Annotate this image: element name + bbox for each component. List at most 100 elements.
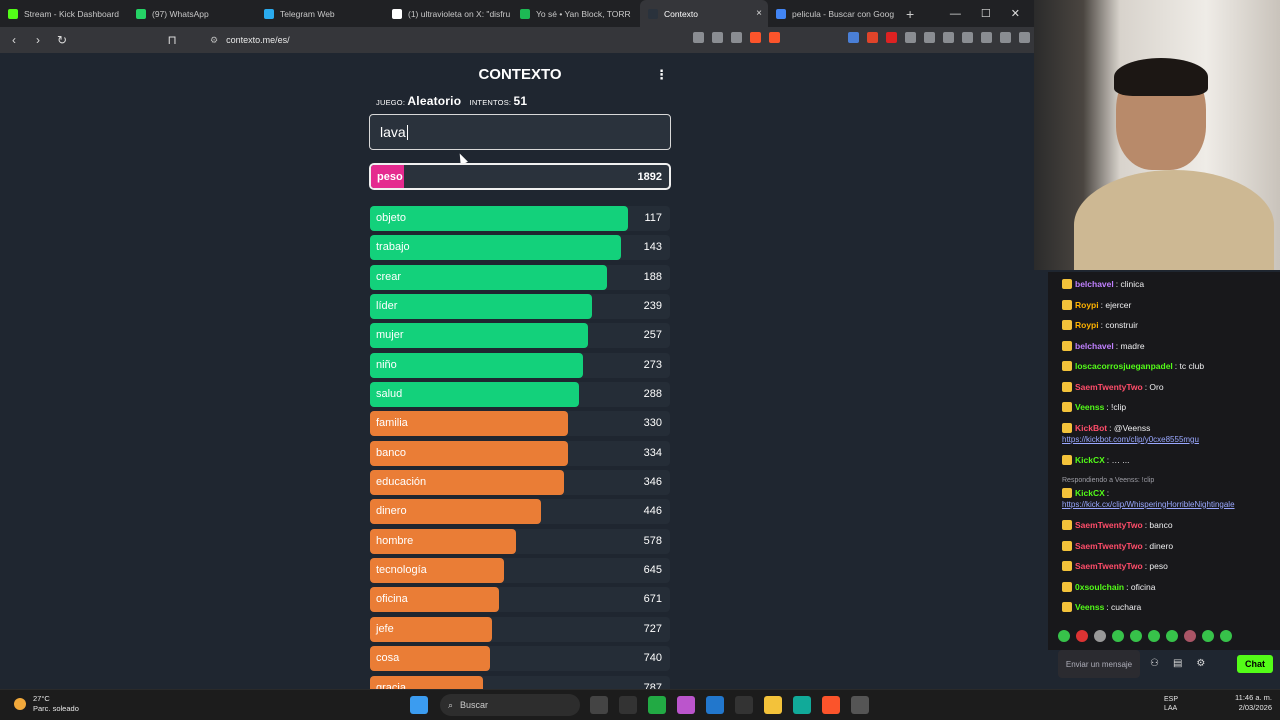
brave-rewards-icon[interactable]: [769, 32, 780, 43]
emote-icon[interactable]: [1148, 630, 1160, 642]
last-guess-rank: 1892: [637, 171, 662, 183]
extension-icon[interactable]: [924, 32, 935, 43]
reload-icon[interactable]: ↻: [56, 33, 68, 47]
close-window-icon[interactable]: ✕: [1010, 8, 1020, 20]
vpn-icon[interactable]: [1019, 32, 1030, 43]
settings-icon[interactable]: ⚙: [1196, 658, 1206, 669]
guess-input[interactable]: lava: [369, 114, 671, 150]
wallet-icon[interactable]: [981, 32, 992, 43]
chat-username[interactable]: SaemTwentyTwo: [1075, 561, 1143, 571]
chat-link[interactable]: https://kick.cx/clip/WhisperingHorribleN…: [1062, 499, 1235, 509]
guess-bar: [370, 587, 499, 613]
forward-icon[interactable]: ›: [36, 33, 40, 47]
chat-username[interactable]: belchavel: [1075, 279, 1114, 289]
store-icon[interactable]: ▤: [1172, 658, 1183, 669]
extension-icon[interactable]: [867, 32, 878, 43]
emote-icon[interactable]: [1076, 630, 1088, 642]
chat-link[interactable]: https://kickbot.com/clip/y0cxe8555mgu: [1062, 434, 1199, 444]
chat-message: 0xsoulchain: oficina: [1062, 581, 1272, 593]
weather-icon[interactable]: [14, 698, 26, 710]
chat-username[interactable]: SaemTwentyTwo: [1075, 520, 1143, 530]
terminal-icon[interactable]: [619, 696, 637, 714]
browser-tab[interactable]: (1) ultravioleta on X: "disfru: [384, 0, 512, 27]
language-indicator[interactable]: ESP LAA: [1164, 695, 1178, 713]
chat-username[interactable]: loscacorrosjueganpadel: [1075, 361, 1173, 371]
emote-icon[interactable]: [1112, 630, 1124, 642]
chat-username[interactable]: KickCX: [1075, 455, 1105, 465]
chat-username[interactable]: KickCX: [1075, 487, 1105, 498]
browser-tab[interactable]: (97) WhatsApp: [128, 0, 256, 27]
bookmark-icon[interactable]: ⊓: [167, 33, 177, 47]
tab-favicon-icon: [136, 8, 146, 19]
taskbar-search[interactable]: ⌕ Buscar: [440, 694, 580, 716]
chat-username[interactable]: belchavel: [1075, 340, 1114, 351]
windows-start-icon[interactable]: [410, 696, 428, 714]
obs-icon[interactable]: [851, 696, 869, 714]
guess-word: tecnología: [376, 564, 427, 577]
chat-username[interactable]: Veenss: [1075, 602, 1105, 612]
chat-username[interactable]: SaemTwentyTwo: [1075, 540, 1143, 551]
guess-row: salud 288: [370, 382, 670, 408]
chat-username[interactable]: KickBot: [1075, 422, 1108, 433]
weather-widget[interactable]: 27°C Parc. soleado: [33, 694, 79, 714]
leo-icon[interactable]: [1000, 32, 1011, 43]
menu-icon[interactable]: ⋮: [655, 67, 668, 82]
browser-tab[interactable]: pelicula - Buscar con Goog: [768, 0, 896, 27]
intentos-label: INTENTOS:: [469, 98, 512, 107]
extension-icon[interactable]: [886, 32, 897, 43]
user-badge-icon: [1062, 602, 1072, 612]
browser-tab[interactable]: Yo sé • Yan Block, TORR: [512, 0, 640, 27]
edge-icon[interactable]: [793, 696, 811, 714]
guess-row: gracia 787: [370, 675, 670, 690]
extension-icon[interactable]: [848, 32, 859, 43]
windows-taskbar: 27°C Parc. soleado ⌕ Buscar ESP LAA 11:4…: [0, 689, 1280, 720]
guess-word: gracia: [376, 681, 406, 690]
emote-icon[interactable]: [1220, 630, 1232, 642]
users-icon[interactable]: ⚇: [1150, 658, 1159, 669]
browser-tab[interactable]: Telegram Web: [256, 0, 384, 27]
system-clock[interactable]: 11:46 a. m. 2/03/2026: [1235, 693, 1272, 713]
guess-row: trabajo 143: [370, 235, 670, 261]
screenshot-icon[interactable]: [712, 32, 723, 43]
cmd-icon[interactable]: [735, 696, 753, 714]
translate-icon[interactable]: [693, 32, 704, 43]
chat-text: : @Veenss: [1109, 422, 1151, 433]
chat-send-button[interactable]: Chat: [1237, 655, 1273, 673]
emote-icon[interactable]: [1130, 630, 1142, 642]
emote-icon[interactable]: [1094, 630, 1106, 642]
explorer-icon[interactable]: [764, 696, 782, 714]
chat-username[interactable]: SaemTwentyTwo: [1075, 381, 1143, 392]
chat-input[interactable]: Enviar un mensaje: [1058, 650, 1140, 678]
new-tab-button[interactable]: +: [906, 5, 915, 22]
browser-tab[interactable]: Stream - Kick Dashboard: [0, 0, 128, 27]
chat-username[interactable]: Roypi: [1075, 299, 1099, 310]
taskview-icon[interactable]: [590, 696, 608, 714]
brave-shield-icon[interactable]: [750, 32, 761, 43]
chat-username[interactable]: 0xsoulchain: [1075, 581, 1125, 592]
snip-icon[interactable]: [648, 696, 666, 714]
brave-icon[interactable]: [822, 696, 840, 714]
tab-label: Telegram Web: [280, 8, 335, 19]
close-tab-icon[interactable]: ×: [756, 8, 762, 19]
emote-icon[interactable]: [1058, 630, 1070, 642]
url-field[interactable]: ⚙ contexto.me/es/: [210, 35, 290, 46]
back-icon[interactable]: ‹: [12, 33, 16, 47]
browser-tab[interactable]: Contexto ×: [640, 0, 768, 27]
chat-username[interactable]: Roypi: [1075, 320, 1099, 330]
share-icon[interactable]: [731, 32, 742, 43]
minimize-icon[interactable]: —: [949, 7, 961, 20]
emote-icon[interactable]: [1166, 630, 1178, 642]
emote-icon[interactable]: [1184, 630, 1196, 642]
guess-rank: 288: [643, 388, 662, 401]
store-icon[interactable]: [706, 696, 724, 714]
chat-username[interactable]: Veenss: [1075, 402, 1105, 412]
site-info-icon[interactable]: ⚙: [210, 34, 219, 45]
sidebar-icon[interactable]: [962, 32, 973, 43]
music-icon[interactable]: [943, 32, 954, 43]
emote-icon[interactable]: [1202, 630, 1214, 642]
chat-message: Roypi: construir: [1062, 319, 1272, 331]
puzzle-icon[interactable]: [905, 32, 916, 43]
copilot-icon[interactable]: [677, 696, 695, 714]
guess-bar: [370, 382, 579, 408]
maximize-icon[interactable]: ☐: [980, 8, 991, 20]
